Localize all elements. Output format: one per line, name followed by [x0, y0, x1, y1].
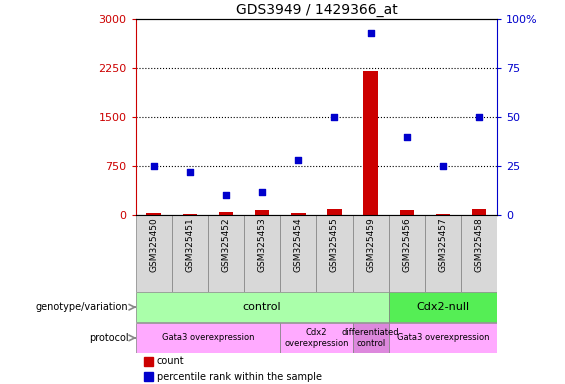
Point [221, 192, 231, 199]
Point [366, 30, 375, 36]
Point [149, 163, 158, 169]
Bar [182, 214, 197, 215]
Bar [389, 215, 425, 292]
Text: GSM325458: GSM325458 [475, 217, 484, 272]
Bar [389, 323, 497, 353]
Text: count: count [157, 356, 184, 366]
Text: percentile rank within the sample: percentile rank within the sample [157, 372, 321, 382]
Bar [461, 215, 497, 292]
Bar [399, 210, 414, 215]
Text: GSM325459: GSM325459 [366, 217, 375, 272]
Bar [389, 293, 497, 322]
Bar [172, 215, 208, 292]
Text: GSM325455: GSM325455 [330, 217, 339, 272]
Bar [144, 372, 153, 381]
Point [294, 157, 303, 163]
Bar [136, 215, 172, 292]
Bar [280, 323, 353, 353]
Text: control: control [243, 302, 281, 312]
Text: Cdx2-null: Cdx2-null [416, 302, 470, 312]
Bar [436, 214, 450, 215]
Bar [363, 71, 378, 215]
Bar [280, 215, 316, 292]
Text: GSM325451: GSM325451 [185, 217, 194, 272]
Bar [146, 213, 161, 215]
Bar [472, 209, 486, 215]
Text: GSM325454: GSM325454 [294, 217, 303, 272]
Point [402, 134, 411, 140]
Point [185, 169, 194, 175]
Bar [327, 209, 342, 215]
Bar [208, 215, 244, 292]
Bar [219, 212, 233, 215]
Point [438, 163, 447, 169]
Bar [136, 323, 280, 353]
Bar [136, 293, 389, 322]
Bar [291, 213, 306, 215]
Text: Gata3 overexpression: Gata3 overexpression [162, 333, 254, 343]
Text: GSM325452: GSM325452 [221, 217, 231, 272]
Text: protocol: protocol [89, 333, 128, 343]
Bar [425, 215, 461, 292]
Bar [255, 210, 270, 215]
Text: differentiated
control: differentiated control [342, 328, 399, 348]
Bar [353, 323, 389, 353]
Title: GDS3949 / 1429366_at: GDS3949 / 1429366_at [236, 3, 397, 17]
Text: GSM325456: GSM325456 [402, 217, 411, 272]
Text: Gata3 overexpression: Gata3 overexpression [397, 333, 489, 343]
Point [330, 114, 339, 120]
Point [475, 114, 484, 120]
Text: GSM325457: GSM325457 [438, 217, 447, 272]
Text: genotype/variation: genotype/variation [36, 302, 128, 312]
Bar [353, 215, 389, 292]
Text: Cdx2
overexpression: Cdx2 overexpression [284, 328, 349, 348]
Bar [144, 357, 153, 366]
Bar [316, 215, 353, 292]
Bar [244, 215, 280, 292]
Point [258, 189, 267, 195]
Text: GSM325450: GSM325450 [149, 217, 158, 272]
Text: GSM325453: GSM325453 [258, 217, 267, 272]
